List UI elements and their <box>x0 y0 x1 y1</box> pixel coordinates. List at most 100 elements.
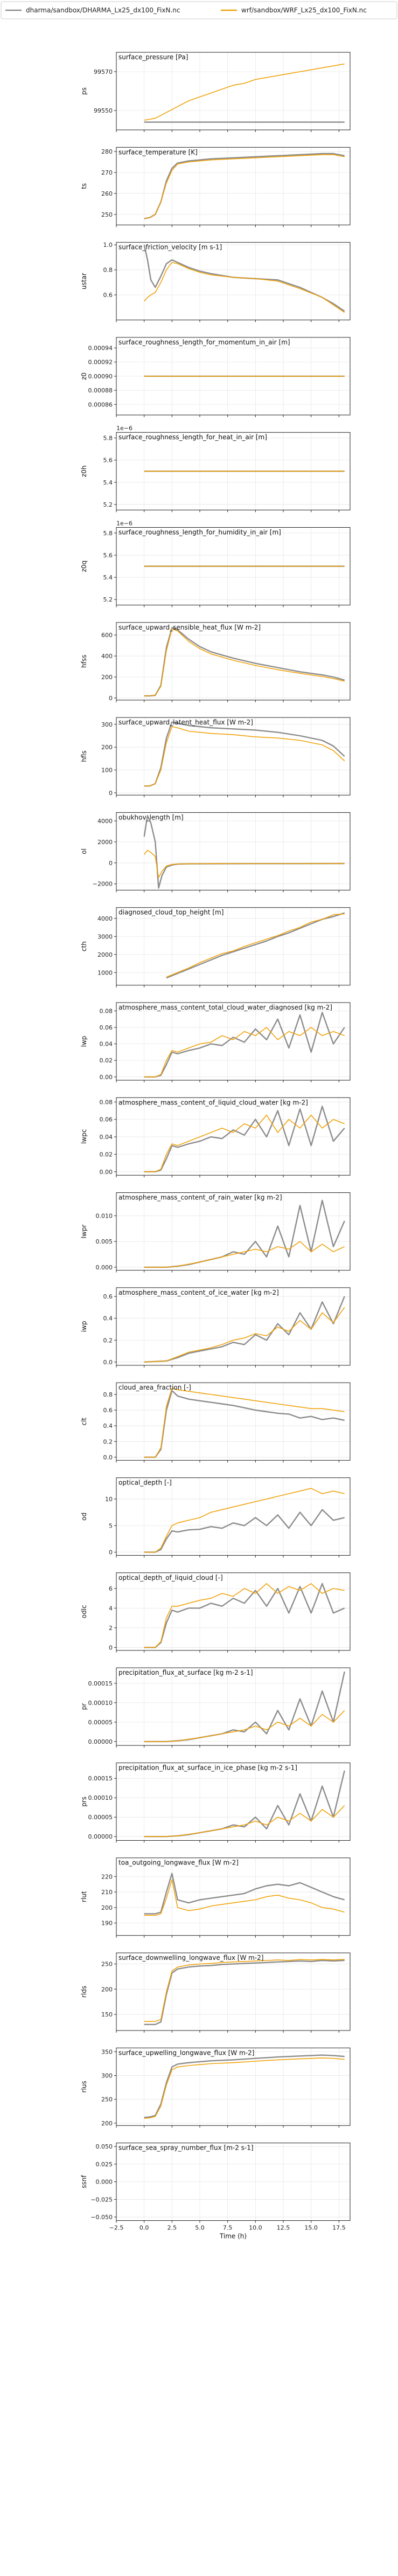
y-tick-label: 270 <box>101 169 113 176</box>
panel: 0.000 0.005 0.010 atmosphere_mass_content_o… <box>80 1192 351 1273</box>
y-tick-label: 250 <box>101 2096 113 2103</box>
panel: −0.050 −0.025 0.000 0.025 0.050 surface_sea_s… <box>80 2143 351 2240</box>
y-tick-label: −0.050 <box>90 2214 113 2221</box>
y-tick-label: 0 <box>109 790 113 797</box>
y-tick-label: 0.00000 <box>88 1738 113 1745</box>
y-tick-label: 2 <box>109 1625 113 1632</box>
y-tick-label: 0.08 <box>100 1007 113 1014</box>
y-tick-label: 0.050 <box>96 2143 113 2150</box>
axes-frame <box>116 147 351 225</box>
y-axis-label: clt <box>80 1418 88 1426</box>
y-tick-label: 3000 <box>97 933 113 940</box>
y-tick-label: 0.02 <box>100 1151 113 1158</box>
y-tick-label: 2000 <box>97 951 113 958</box>
y-tick-label: 0.00090 <box>88 373 113 380</box>
y-tick-label: 0.00086 <box>88 401 113 408</box>
series-line <box>144 1873 345 1915</box>
y-tick-label: −2000 <box>93 881 113 888</box>
panel: 5.25.45.65.81e−6surface_roughness_length… <box>80 520 351 607</box>
panel-title: toa_outgoing_longwave_flux [W m-2] <box>118 1859 239 1867</box>
series-line <box>144 1959 345 2022</box>
y-tick-label: 0.00015 <box>88 1680 113 1687</box>
panel-title: precipitation_flux_at_surface [kg m-2 s-… <box>118 1669 253 1676</box>
y-tick-label: 0.00015 <box>88 1775 113 1782</box>
panel: 0 2 4 6 optical_depth_of_liquid_cloud [-] odl… <box>80 1572 351 1653</box>
y-tick-label: 210 <box>101 1889 113 1896</box>
y-axis-label: rlds <box>80 1986 88 1998</box>
panel-title: surface_roughness_length_for_heat_in_air… <box>118 433 267 441</box>
series-line <box>144 726 345 786</box>
axes-frame <box>116 1287 351 1366</box>
panel: 1000 2000 3000 4000 diagnosed_cloud_top_heig… <box>80 907 351 987</box>
panel-title: surface_roughness_length_for_momentum_in… <box>118 339 290 346</box>
y-tick-label: 0.00092 <box>88 359 113 366</box>
panel: 5.25.45.65.81e−6surface_roughness_length… <box>80 425 351 513</box>
y-tick-label: 250 <box>101 211 113 218</box>
axes-frame <box>116 2047 351 2126</box>
series-line <box>144 1296 345 1363</box>
legend-frame <box>1 1 397 19</box>
y-tick-label: 0.00088 <box>88 387 113 394</box>
axes-frame <box>116 812 351 890</box>
y-tick-label: 0.025 <box>96 2161 113 2168</box>
plot-area <box>116 1003 350 1080</box>
y-tick-label: 0.04 <box>100 1134 113 1141</box>
plot-area <box>116 1763 350 1841</box>
y-tick-label: 0 <box>109 695 113 702</box>
y-tick-label: 0.00000 <box>88 1833 113 1840</box>
series-line <box>144 1307 345 1363</box>
y-tick-label: 0.00 <box>100 1169 113 1176</box>
series-line <box>144 1387 345 1458</box>
y-tick-label: 99570 <box>94 68 113 75</box>
axes-frame <box>116 1762 351 1841</box>
panel-title: cloud_area_fraction [-] <box>118 1384 191 1391</box>
y-tick-label: 0.00005 <box>88 1719 113 1726</box>
y-axis-label: rlut <box>80 1891 88 1902</box>
axes-frame <box>116 1097 351 1176</box>
x-tick-label: 12.5 <box>277 2225 290 2232</box>
panel-title: optical_depth_of_liquid_cloud [-] <box>118 1574 223 1581</box>
plot-area <box>116 1477 350 1556</box>
axes-frame <box>116 52 351 130</box>
y-axis-label: z0q <box>80 561 88 572</box>
y-tick-label: 300 <box>101 721 113 728</box>
y-tick-label: 200 <box>101 2120 113 2127</box>
y-tick-label: 350 <box>101 2048 113 2055</box>
y-tick-label: 5.6 <box>103 552 113 559</box>
series-line <box>144 1879 345 1916</box>
y-tick-label: 6 <box>109 1585 113 1592</box>
panel-title: surface_upward_latent_heat_flux [W m-2] <box>118 719 253 726</box>
axes-frame <box>116 1572 351 1651</box>
y-tick-label: 4000 <box>97 818 113 825</box>
axes-frame <box>116 622 351 701</box>
panel-title: diagnosed_cloud_top_height [m] <box>118 909 224 916</box>
y-axis-label: ts <box>80 183 88 189</box>
y-tick-label: 5.4 <box>103 574 113 581</box>
y-axis-label: hfss <box>80 655 88 668</box>
panel-title: optical_depth [-] <box>118 1479 172 1487</box>
y-tick-label: 1.0 <box>103 241 113 248</box>
plot-area <box>116 52 350 130</box>
y-axis-label: odlc <box>80 1605 88 1618</box>
y-tick-label: 0.000 <box>96 2179 113 2186</box>
series-line <box>144 262 345 313</box>
y-tick-label: 0.00010 <box>88 1794 113 1801</box>
panel: 0.00000 0.00005 0.00010 0.00015 precipitatio… <box>80 1762 351 1843</box>
y-axis-label: rlus <box>80 2081 88 2092</box>
y-tick-label: 0 <box>109 1549 113 1556</box>
series-line <box>144 850 345 878</box>
panel-title: atmosphere_mass_content_of_liquid_cloud_… <box>118 1099 308 1106</box>
panel-title: surface_temperature [K] <box>118 148 198 156</box>
y-tick-label: 4000 <box>97 915 113 922</box>
plot-area <box>116 1572 350 1650</box>
axis-exponent: 1e−6 <box>116 520 132 527</box>
x-tick-label: −2.5 <box>109 2225 124 2232</box>
y-tick-label: 0.8 <box>103 1391 113 1398</box>
y-tick-label: 0.04 <box>100 1041 113 1048</box>
axes-frame <box>116 242 351 321</box>
panel-title: surface_sea_spray_number_flux [m-2 s-1] <box>118 2144 254 2152</box>
y-tick-label: 1000 <box>97 969 113 976</box>
axes-frame <box>116 1192 351 1271</box>
y-tick-label: 190 <box>101 1920 113 1927</box>
